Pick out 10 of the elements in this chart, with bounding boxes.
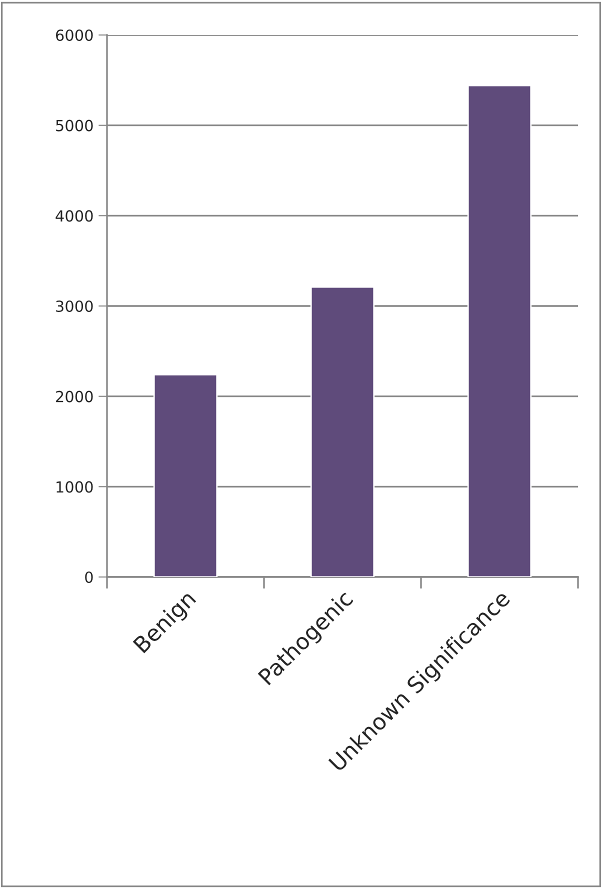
y-tick-label: 1000 bbox=[56, 481, 93, 493]
y-tick-label: 2000 bbox=[56, 390, 93, 402]
bar bbox=[153, 374, 218, 577]
y-tick-label: 4000 bbox=[56, 210, 93, 222]
bar bbox=[310, 286, 375, 577]
y-tick-label: 5000 bbox=[56, 120, 93, 132]
y-tick-label: 3000 bbox=[56, 300, 93, 312]
bar bbox=[467, 84, 532, 577]
y-tick-label: 6000 bbox=[56, 29, 93, 42]
y-tick-label: 0 bbox=[85, 571, 93, 584]
